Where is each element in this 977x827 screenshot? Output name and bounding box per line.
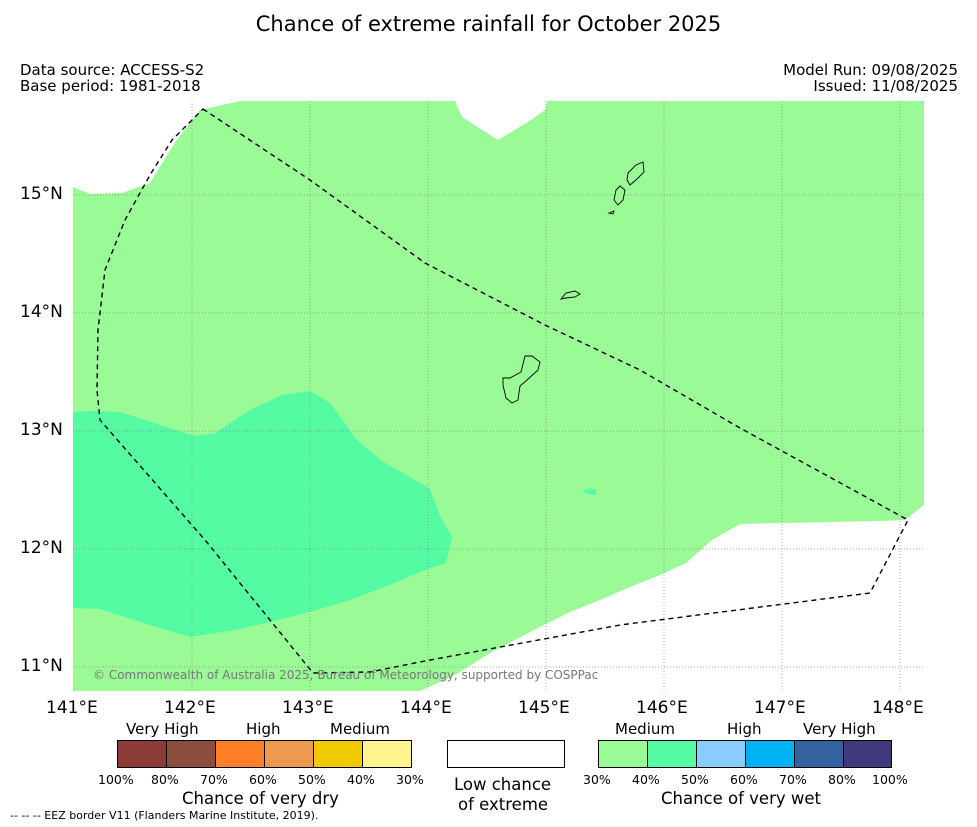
dry-swatch-0 — [117, 740, 167, 768]
data-source: Data source: ACCESS-S2 — [20, 61, 205, 79]
dry-swatch-4 — [313, 740, 363, 768]
wet-category-high: High — [727, 720, 762, 738]
dry-caption: Chance of very dry — [182, 789, 339, 808]
wet-tick-70: 70% — [779, 772, 807, 787]
high-wet-islet — [582, 488, 597, 495]
lat-label-12: 12°N — [20, 538, 63, 558]
eez-border — [96, 108, 909, 674]
dry-tick-30: 30% — [396, 772, 424, 787]
lon-label-142: 142°E — [164, 698, 216, 718]
lon-label-144: 144°E — [400, 698, 452, 718]
dry-swatch-3 — [264, 740, 314, 768]
dry-tick-40: 40% — [347, 772, 375, 787]
dry-tick-60: 60% — [249, 772, 277, 787]
saipan-island — [626, 161, 645, 186]
wet-tick-40: 40% — [632, 772, 660, 787]
wet-tick-60: 60% — [730, 772, 758, 787]
map-area — [73, 101, 924, 691]
islands — [502, 161, 645, 404]
wet-swatch-2 — [696, 740, 746, 768]
wet-tick-30: 30% — [583, 772, 611, 787]
copyright-note: © Commonwealth of Australia 2025, Bureau… — [93, 668, 599, 682]
wet-swatch-1 — [647, 740, 697, 768]
low-chance-swatch — [447, 740, 565, 768]
dry-swatch-2 — [215, 740, 265, 768]
low-chance-line2: of extreme — [458, 795, 549, 814]
wet-tick-50: 50% — [681, 772, 709, 787]
guam-island — [502, 355, 541, 404]
lon-label-147: 147°E — [754, 698, 806, 718]
dry-category-very-high: Very High — [126, 720, 199, 738]
lon-label-145: 145°E — [518, 698, 570, 718]
rota-island — [559, 290, 581, 300]
dry-swatch-5 — [362, 740, 412, 768]
lat-label-13: 13°N — [20, 420, 63, 440]
wet-category-very-high: Very High — [803, 720, 876, 738]
lon-label-148: 148°E — [872, 698, 924, 718]
dry-tick-70: 70% — [200, 772, 228, 787]
wet-swatch-4 — [794, 740, 844, 768]
high-wet-region — [73, 391, 452, 637]
wet-caption: Chance of very wet — [661, 789, 821, 808]
lat-label-11: 11°N — [20, 656, 63, 676]
model-run: Model Run: 09/08/2025 — [783, 61, 958, 79]
wet-swatch-0 — [598, 740, 648, 768]
base-period: Base period: 1981-2018 — [20, 77, 201, 95]
dry-category-high: High — [246, 720, 281, 738]
wet-tick-80: 80% — [828, 772, 856, 787]
low-chance-line1: Low chance — [454, 775, 552, 794]
dry-tick-100: 100% — [98, 772, 134, 787]
issued-date: Issued: 11/08/2025 — [813, 77, 958, 95]
lat-label-14: 14°N — [20, 302, 63, 322]
lat-label-15: 15°N — [20, 184, 63, 204]
tinian-island — [613, 185, 626, 206]
lon-label-141: 141°E — [46, 698, 98, 718]
dry-tick-50: 50% — [298, 772, 326, 787]
lon-label-143: 143°E — [282, 698, 334, 718]
page-title: Chance of extreme rainfall for October 2… — [255, 12, 722, 36]
dry-swatch-1 — [166, 740, 216, 768]
aguijan-island — [607, 210, 615, 215]
lon-label-146: 146°E — [636, 698, 688, 718]
rainfall-map — [73, 101, 924, 691]
gridlines — [73, 101, 924, 691]
wet-swatch-3 — [745, 740, 795, 768]
dry-category-medium: Medium — [330, 720, 390, 738]
wet-tick-100: 100% — [872, 772, 908, 787]
wet-category-medium: Medium — [615, 720, 675, 738]
wet-swatch-5 — [843, 740, 892, 768]
eez-border-note: -- -- -- EEZ border V11 (Flanders Marine… — [10, 809, 319, 822]
dry-tick-80: 80% — [151, 772, 179, 787]
